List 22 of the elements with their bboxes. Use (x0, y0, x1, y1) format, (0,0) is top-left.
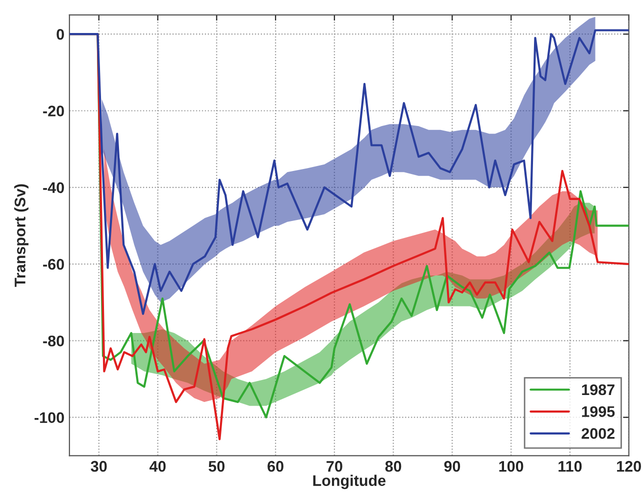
x-tick-label: 70 (326, 460, 342, 472)
x-tick-label: 90 (444, 460, 460, 472)
legend-label: 1995 (582, 406, 615, 418)
y-tick-label: 0 (56, 28, 64, 40)
x-tick-label: 30 (90, 460, 107, 472)
x-tick-label: 80 (385, 460, 402, 472)
line-series (69, 29, 629, 315)
x-axis-title: Longitude (313, 474, 386, 490)
x-tick-label: 120 (617, 460, 641, 472)
y-tick-label: -80 (43, 336, 64, 346)
y-tick-label: -60 (43, 258, 64, 270)
legend-label: 1987 (582, 384, 614, 396)
y-tick-label: -20 (43, 106, 64, 116)
x-tick-label: 40 (150, 460, 166, 472)
y-tick-label: -40 (43, 182, 64, 194)
y-axis-title: Transport (Sv) (14, 184, 28, 287)
x-tick-label: 110 (558, 460, 582, 472)
x-tick-label: 100 (499, 460, 524, 472)
y-tick-label: -100 (34, 412, 64, 424)
x-tick-label: 50 (208, 460, 225, 472)
legend-label: 2002 (582, 428, 614, 439)
x-tick-label: 60 (268, 460, 284, 472)
